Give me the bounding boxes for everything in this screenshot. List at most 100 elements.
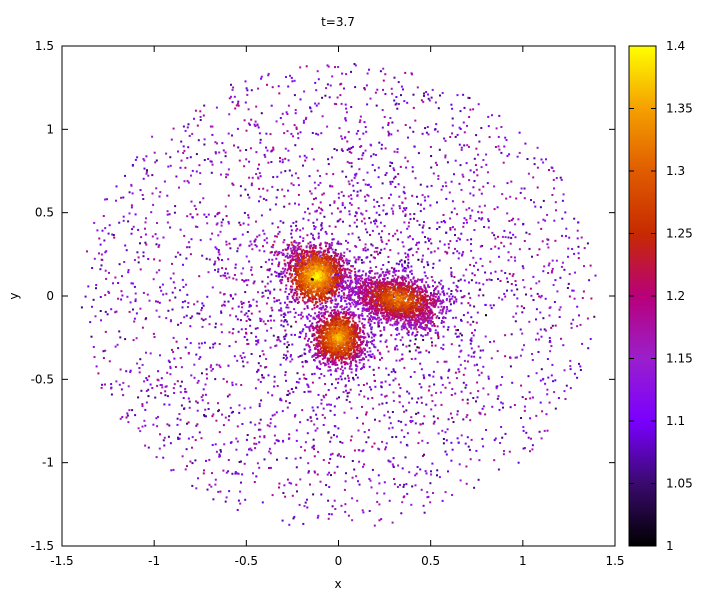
data-point: [305, 116, 308, 119]
data-point: [137, 396, 140, 399]
data-point: [236, 247, 239, 250]
data-point: [219, 490, 222, 493]
data-point: [191, 315, 194, 318]
data-point: [307, 471, 310, 474]
data-point: [178, 433, 181, 436]
data-point: [576, 229, 579, 232]
data-point: [387, 239, 390, 242]
data-point: [355, 286, 357, 289]
data-point: [432, 172, 435, 175]
data-point: [220, 224, 223, 227]
data-point: [315, 291, 318, 294]
data-point: [159, 191, 162, 194]
data-point: [423, 92, 425, 95]
data-point: [246, 361, 249, 364]
data-point: [537, 221, 540, 224]
data-point: [398, 401, 401, 404]
data-point: [369, 260, 372, 263]
data-point: [432, 422, 435, 425]
data-point: [302, 119, 305, 122]
data-point: [267, 391, 270, 394]
data-point: [403, 192, 406, 195]
data-point: [243, 165, 246, 168]
data-point: [525, 431, 528, 434]
data-point: [388, 499, 391, 502]
data-point: [482, 445, 485, 448]
data-point: [410, 358, 413, 360]
data-point: [312, 221, 315, 224]
data-point: [254, 244, 257, 246]
data-point: [273, 319, 276, 322]
data-point: [266, 149, 269, 152]
data-point: [130, 204, 133, 207]
data-point: [336, 254, 339, 257]
data-point: [289, 74, 291, 77]
data-point: [413, 327, 416, 330]
data-point: [414, 484, 417, 487]
data-point: [188, 134, 191, 137]
data-point: [191, 216, 194, 219]
data-point: [426, 491, 429, 494]
data-point: [336, 220, 339, 223]
data-point: [341, 137, 344, 140]
data-point: [394, 103, 397, 106]
data-point: [209, 160, 212, 163]
data-point: [344, 503, 347, 506]
data-point: [378, 213, 381, 216]
data-point: [340, 274, 343, 277]
data-point: [387, 124, 390, 126]
data-point: [440, 322, 443, 324]
data-point: [442, 307, 445, 310]
data-point: [204, 383, 207, 386]
data-point: [332, 270, 335, 273]
data-point: [247, 223, 250, 226]
data-point: [265, 358, 268, 360]
data-point: [245, 279, 248, 282]
data-point: [436, 417, 439, 420]
data-point: [582, 290, 585, 293]
data-point: [317, 184, 320, 187]
data-point: [244, 188, 247, 191]
data-point: [317, 133, 320, 136]
data-point: [243, 280, 246, 282]
data-point: [246, 231, 249, 233]
data-point: [348, 183, 351, 186]
data-point: [178, 437, 181, 440]
data-point: [449, 136, 452, 138]
data-point: [354, 215, 357, 217]
data-point: [166, 194, 169, 197]
data-point: [268, 447, 271, 450]
data-point: [331, 185, 334, 188]
data-point: [337, 196, 340, 199]
data-point: [442, 325, 445, 328]
data-point: [292, 265, 295, 268]
data-point: [299, 331, 301, 334]
data-point: [424, 328, 427, 331]
data-point: [565, 227, 568, 230]
data-point: [194, 439, 197, 442]
data-point: [408, 392, 411, 395]
data-point: [505, 197, 508, 200]
data-point: [303, 250, 306, 252]
data-point: [198, 431, 201, 434]
data-point: [273, 240, 276, 243]
data-point: [423, 196, 426, 199]
data-point: [245, 320, 248, 322]
data-point: [223, 300, 226, 303]
data-point: [231, 101, 234, 104]
data-point: [306, 264, 309, 267]
data-point: [345, 111, 348, 114]
data-point: [348, 276, 351, 279]
data-point: [231, 307, 234, 310]
data-point: [471, 331, 474, 334]
data-point: [304, 159, 307, 162]
data-point: [304, 118, 307, 121]
data-point: [214, 443, 217, 446]
data-point: [545, 413, 548, 416]
data-point: [497, 136, 500, 138]
data-point: [172, 336, 175, 339]
data-point: [206, 377, 208, 380]
data-point: [348, 150, 351, 153]
data-point: [125, 249, 128, 252]
data-point: [265, 132, 268, 135]
